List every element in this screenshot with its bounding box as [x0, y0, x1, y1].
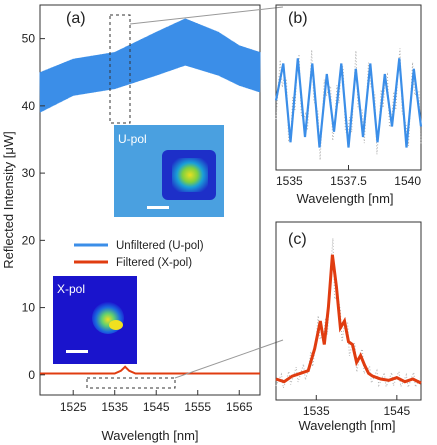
inset-u-pol: U-pol [114, 125, 224, 217]
connector-c [174, 339, 284, 379]
x-tick-label: 1545 [143, 400, 170, 414]
panel-c-frame [275, 221, 422, 401]
c-x-tick-label: 1535 [303, 404, 330, 418]
c-x-tick-label: 1545 [383, 404, 410, 418]
inset-u-spot [172, 158, 208, 192]
panel-b-smoothed-line [274, 58, 423, 148]
y-tick-label: 0 [28, 368, 35, 382]
y-tick-label: 50 [22, 32, 36, 46]
y-tick-label: 10 [22, 301, 36, 315]
panel-a-xlabel: Wavelength [nm] [101, 428, 198, 443]
inset-x-label: X-pol [57, 282, 85, 296]
b-x-tick-label: 1535 [276, 174, 303, 188]
zoom-box-c [86, 377, 176, 389]
legend-u-label: Unfiltered (U-pol) [116, 240, 204, 252]
panel-c: 1535 1545 (c) Wavelength [nm] [275, 221, 422, 433]
x-tick-label: 1555 [184, 400, 211, 414]
panel-a: 1525 1535 1545 1555 1565 0 10 20 30 40 50 (a) Wave… [1, 4, 261, 443]
x-tick-label: 1565 [226, 400, 253, 414]
series-u-pol-line [39, 18, 261, 113]
b-x-tick-label: 1540 [394, 174, 421, 188]
scale-bar-u [147, 206, 169, 209]
connector-b [129, 6, 284, 25]
inset-x-pol: X-pol [53, 276, 137, 364]
legend: Unfiltered (U-pol) Filtered (X-pol) [74, 240, 204, 269]
y-tick-label: 20 [22, 233, 36, 247]
panel-a-ylabel: Reflected Intensity [μW] [1, 131, 16, 269]
x-tick-label: 1525 [60, 400, 87, 414]
x-tick-label: 1535 [101, 400, 128, 414]
panel-b: 1535 1537.5 1540 (b) Wavelength [nm] [274, 4, 423, 206]
panel-a-label: (a) [66, 10, 86, 27]
panel-b-xlabel: Wavelength [nm] [296, 191, 393, 206]
inset-x-hotspot [109, 320, 123, 330]
panel-c-raw-data [275, 238, 422, 390]
scale-bar-x [66, 350, 88, 353]
series-x-pol-line [40, 365, 260, 375]
panel-c-xlabel: Wavelength [nm] [298, 418, 395, 433]
y-tick-label: 30 [22, 166, 36, 180]
y-tick-label: 40 [22, 99, 36, 113]
b-x-tick-label: 1537.5 [330, 174, 367, 188]
panel-c-smoothed-line [275, 254, 422, 385]
inset-u-label: U-pol [118, 132, 147, 146]
panel-a-frame [39, 4, 261, 396]
panel-c-label: (c) [288, 231, 307, 248]
panel-b-label: (b) [288, 10, 308, 27]
zoom-box-b [109, 14, 131, 124]
legend-x-label: Filtered (X-pol) [116, 257, 192, 269]
